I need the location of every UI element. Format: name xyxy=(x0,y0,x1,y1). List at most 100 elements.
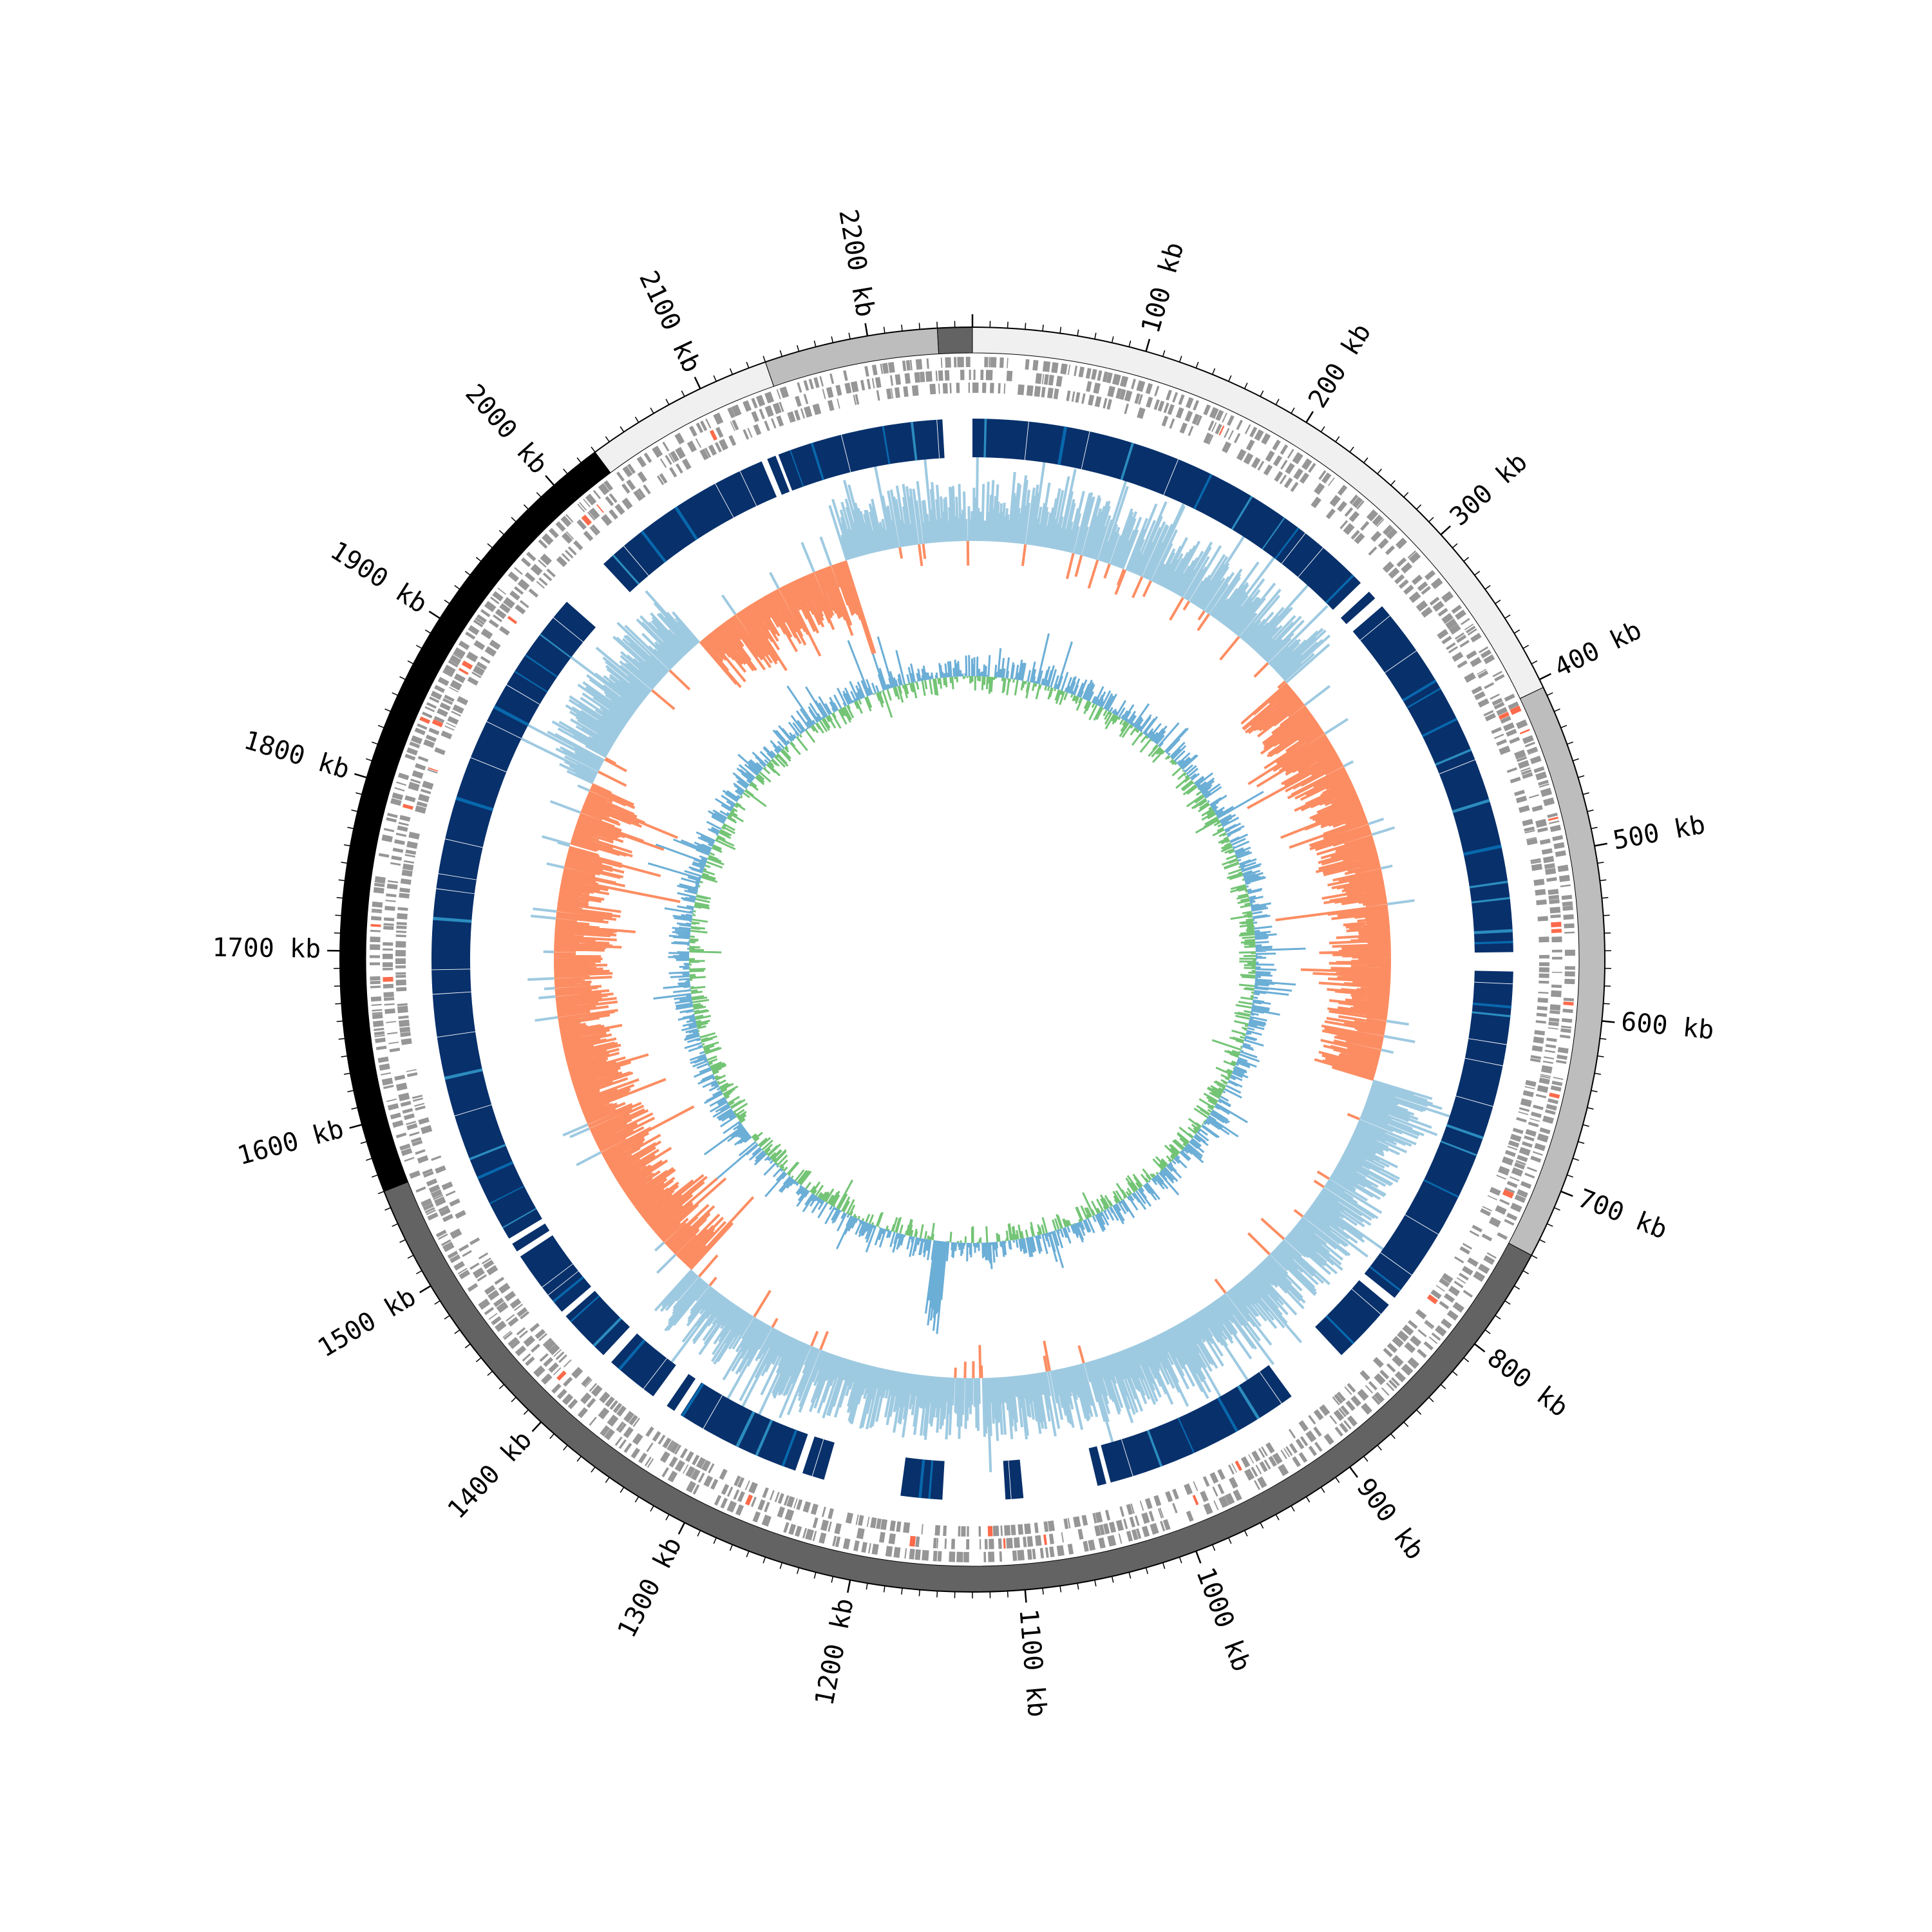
gene-feature xyxy=(681,458,692,470)
gene-feature xyxy=(516,1307,528,1318)
gene-feature xyxy=(515,604,526,615)
gene-feature xyxy=(1431,1332,1441,1341)
gene-feature xyxy=(1319,1404,1331,1416)
gene-feature xyxy=(392,792,404,800)
gene-feature xyxy=(821,1506,826,1517)
gene-feature xyxy=(1533,766,1545,773)
gene-feature xyxy=(1162,1519,1171,1531)
gene-feature xyxy=(893,1547,901,1558)
blast-hit xyxy=(565,1291,630,1356)
gene-feature xyxy=(1386,1382,1395,1392)
gene-feature xyxy=(1514,790,1525,797)
gene-feature xyxy=(922,1549,929,1561)
gene-feature xyxy=(453,647,466,659)
gene-feature xyxy=(439,1208,451,1217)
gene-feature xyxy=(904,373,911,384)
gene-feature xyxy=(530,564,543,576)
gene-feature xyxy=(1459,1273,1469,1281)
blast-hit-detail xyxy=(755,1419,773,1456)
gene-feature xyxy=(1215,423,1222,435)
gene-feature xyxy=(478,1298,491,1310)
gene-feature xyxy=(1184,410,1193,422)
gene-feature xyxy=(1537,1006,1548,1011)
gene-feature xyxy=(987,1526,993,1537)
minor-tick xyxy=(1291,407,1295,414)
gene-feature xyxy=(674,1444,681,1455)
gene-feature xyxy=(581,1376,591,1386)
gene-feature xyxy=(1107,1535,1117,1547)
gene-feature xyxy=(542,533,554,545)
gene-feature xyxy=(1329,495,1341,507)
gene-feature xyxy=(832,1535,837,1547)
gene-feature xyxy=(573,540,583,551)
gene-feature xyxy=(1368,546,1378,556)
gene-feature xyxy=(1483,1258,1493,1265)
gene-feature xyxy=(755,395,766,407)
gene-feature xyxy=(956,383,960,393)
gene-feature xyxy=(1135,1528,1142,1539)
gene-feature xyxy=(926,358,929,369)
blast-hit xyxy=(611,1333,676,1397)
tick-label: 200 kb xyxy=(1303,319,1377,413)
gene-feature xyxy=(1441,636,1452,645)
gene-feature xyxy=(426,702,437,709)
gene-feature xyxy=(636,456,647,468)
gene-feature xyxy=(699,420,708,431)
gene-feature xyxy=(945,357,951,368)
gene-feature xyxy=(659,1451,670,1463)
gene-feature xyxy=(810,1503,819,1515)
major-tick xyxy=(545,475,555,486)
gene-feature xyxy=(372,1020,384,1027)
gene-feature xyxy=(1493,734,1504,739)
gene-feature xyxy=(668,1456,678,1468)
minor-tick xyxy=(424,629,431,634)
gene-feature xyxy=(1349,511,1360,522)
gene-feature xyxy=(1514,1194,1526,1204)
gene-feature xyxy=(1548,1018,1560,1023)
gene-feature xyxy=(688,426,697,437)
gene-feature xyxy=(372,1014,383,1019)
gene-feature xyxy=(1258,1448,1265,1458)
blast-hit-detail xyxy=(1455,1095,1493,1107)
minor-tick xyxy=(1228,1537,1232,1544)
gene-feature xyxy=(1561,1018,1573,1023)
gene-feature xyxy=(1542,856,1555,864)
gene-feature xyxy=(1491,726,1502,734)
blast-hit-detail xyxy=(1121,1439,1133,1477)
gene-feature xyxy=(1077,1528,1084,1540)
minor-tick xyxy=(762,355,766,363)
minor-tick xyxy=(918,1589,920,1596)
gene-feature xyxy=(453,1261,465,1271)
gene-feature xyxy=(395,958,406,964)
gene-feature xyxy=(1510,1202,1522,1213)
gene-feature xyxy=(919,372,925,383)
gene-feature xyxy=(772,402,782,415)
gene-feature xyxy=(408,831,420,840)
gene-feature xyxy=(1528,794,1539,799)
gene-feature xyxy=(397,1005,408,1014)
gene-feature xyxy=(957,357,964,368)
gene-feature xyxy=(1539,954,1549,959)
gene-feature xyxy=(1060,363,1068,375)
gene-feature xyxy=(1397,1330,1409,1342)
gene-feature xyxy=(1150,1522,1159,1535)
gene-feature xyxy=(472,1267,485,1279)
blast-hit-detail xyxy=(1463,844,1502,856)
gene-feature xyxy=(384,917,395,922)
gene-feature xyxy=(1347,1383,1356,1393)
gene-feature xyxy=(1343,1420,1352,1430)
gene-feature xyxy=(1385,545,1396,556)
gene-feature xyxy=(1496,1175,1506,1180)
gene-feature xyxy=(520,557,531,567)
gene-feature xyxy=(555,1351,565,1360)
gene-feature xyxy=(1506,728,1517,737)
gene-feature xyxy=(644,1457,652,1466)
gene-feature xyxy=(714,1495,722,1506)
gene-feature xyxy=(1535,771,1548,781)
gene-feature xyxy=(1417,1329,1427,1338)
minor-tick xyxy=(392,1223,399,1227)
gene-feature xyxy=(1283,1448,1291,1457)
gene-feature xyxy=(895,374,902,385)
minor-tick xyxy=(605,1477,610,1483)
gene-feature xyxy=(612,1403,623,1414)
